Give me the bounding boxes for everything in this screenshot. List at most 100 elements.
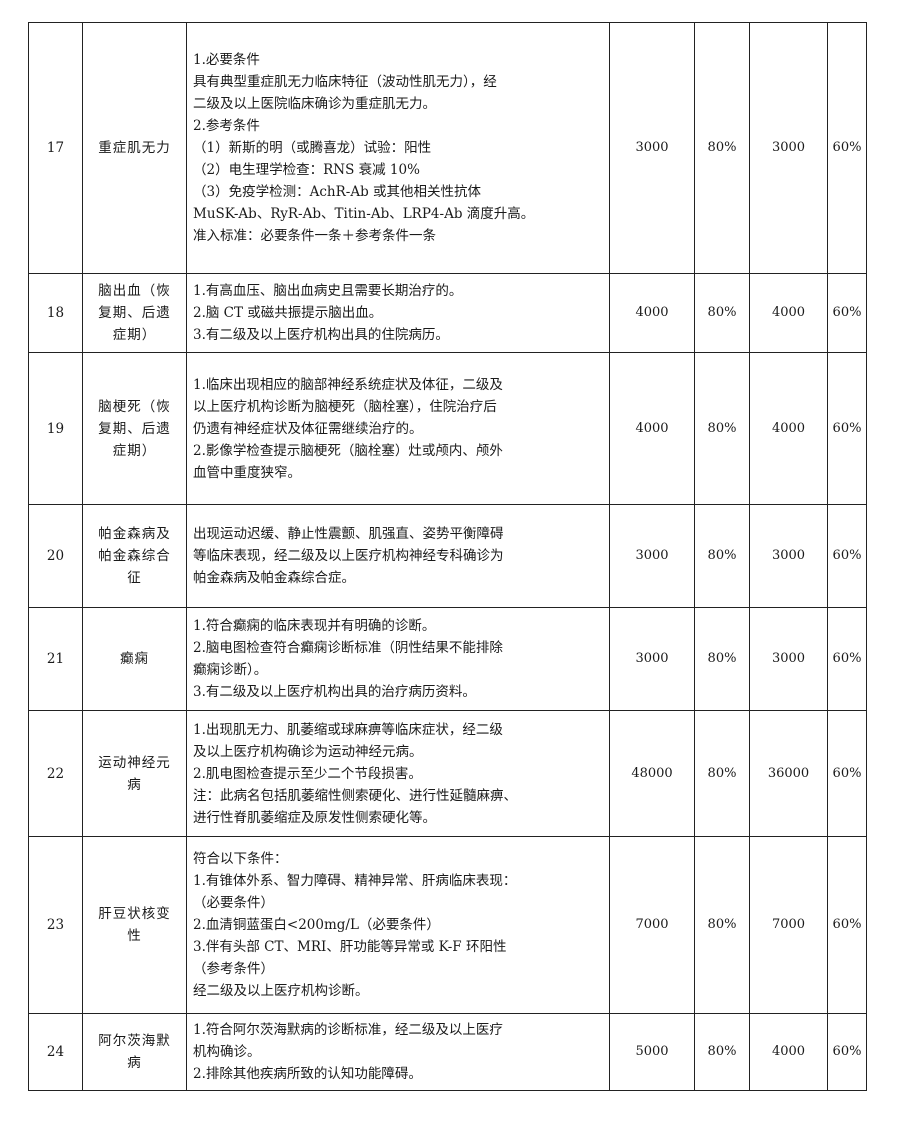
amount: 4000	[609, 352, 695, 505]
ratio-2: 60%	[827, 710, 867, 837]
ratio: 80%	[694, 504, 750, 608]
disease-name: 脑出血（恢 复期、后遗 症期）	[82, 273, 187, 353]
ratio-2: 60%	[827, 836, 867, 1014]
disease-name: 脑梗死（恢 复期、后遗 症期）	[82, 352, 187, 505]
disease-name-line: 脑梗死（恢	[98, 398, 171, 415]
criteria-line: 3.有二级及以上医疗机构出具的住院病历。	[193, 327, 449, 343]
criteria-line: 仍遗有神经症状及体征需继续治疗的。	[193, 420, 423, 437]
ratio: 80%	[694, 710, 750, 837]
diagnostic-criteria: 出现运动迟缓、静止性震颤、肌强直、姿势平衡障碍 等临床表现，经二级及以上医疗机构神…	[186, 504, 610, 608]
amount: 3000	[609, 607, 695, 711]
diagnostic-criteria: 1.必要条件 具有典型重症肌无力临床特征（波动性肌无力），经 二级及以上医院临床确诊…	[186, 22, 610, 274]
disease-name-line: 癫痫	[120, 651, 149, 667]
amount-2: 3000	[749, 504, 828, 608]
criteria-line: 1.有锥体外系、智力障碍、精神异常、肝病临床表现：	[193, 873, 517, 889]
ratio: 80%	[694, 1013, 750, 1091]
disease-name-line: 病	[127, 776, 142, 793]
criteria-line: 机构确诊。	[193, 1044, 261, 1060]
disease-criteria-table: 17 重症肌无力 1.必要条件 具有典型重症肌无力临床特征（波动性肌无力），经 二级及以…	[28, 22, 867, 1091]
criteria-line: 具有典型重症肌无力临床特征（波动性肌无力），经	[193, 74, 497, 90]
disease-name-line: 肝豆状核变	[98, 906, 171, 922]
amount-2: 7000	[749, 836, 828, 1014]
criteria-line: 癫痫诊断）。	[193, 662, 268, 678]
criteria-line: MuSK-Ab、RyR-Ab、Titin-Ab、LRP4-Ab 滴度升高。	[193, 206, 535, 222]
criteria-line: 1.符合阿尔茨海默病的诊断标准，经二级及以上医疗	[193, 1022, 503, 1038]
ratio-2: 60%	[827, 1013, 867, 1091]
disease-name: 帕金森病及帕金森综合征	[82, 504, 187, 608]
ratio-2: 60%	[827, 504, 867, 608]
amount: 48000	[609, 710, 695, 837]
criteria-line: 3.有二级及以上医疗机构出具的治疗病历资料。	[193, 684, 476, 700]
diagnostic-criteria: 1.有高血压、脑出血病史且需要长期治疗的。 2.脑 CT 或磁共振提示脑出血。 3.…	[186, 273, 610, 353]
criteria-line: （参考条件）	[193, 961, 274, 977]
table-row: 18 脑出血（恢 复期、后遗 症期） 1.有高血压、脑出血病史且需要长期治疗的。 2.脑 …	[28, 273, 867, 353]
disease-name: 癫痫	[82, 607, 187, 711]
criteria-line: 1.临床出现相应的脑部神经系统症状及体征，二级及	[193, 376, 503, 393]
criteria-line: 1.出现肌无力、肌萎缩或球麻痹等临床症状，经二级	[193, 721, 503, 738]
criteria-line: 1.有高血压、脑出血病史且需要长期治疗的。	[193, 283, 463, 299]
criteria-line: （1）新斯的明（或腾喜龙）试验：阳性	[193, 140, 432, 156]
row-number: 18	[28, 273, 83, 353]
criteria-line: 血管中重度狭窄。	[193, 464, 301, 481]
amount-2: 4000	[749, 273, 828, 353]
criteria-line: 2.肌电图检查提示至少二个节段损害。	[193, 765, 422, 782]
amount-2: 4000	[749, 1013, 828, 1091]
amount: 3000	[609, 22, 695, 274]
amount-2: 3000	[749, 607, 828, 711]
amount: 7000	[609, 836, 695, 1014]
criteria-line: 及以上医疗机构确诊为运动神经元病。	[193, 743, 423, 760]
criteria-line: 经二级及以上医疗机构诊断。	[193, 983, 369, 999]
disease-name-line: 复期、后遗	[98, 420, 171, 437]
criteria-line: 2.血清铜蓝蛋白<200mg/L（必要条件）	[193, 917, 440, 933]
diagnostic-criteria: 1.出现肌无力、肌萎缩或球麻痹等临床症状，经二级 及以上医疗机构确诊为运动神经元病…	[186, 710, 610, 837]
diagnostic-criteria: 符合以下条件： 1.有锥体外系、智力障碍、精神异常、肝病临床表现： （必要条件） 2.…	[186, 836, 610, 1014]
ratio: 80%	[694, 22, 750, 274]
disease-name-line: 脑出血（恢	[98, 283, 171, 299]
row-number: 17	[28, 22, 83, 274]
ratio: 80%	[694, 836, 750, 1014]
table-body: 17 重症肌无力 1.必要条件 具有典型重症肌无力临床特征（波动性肌无力），经 二级及以…	[28, 22, 867, 1091]
table-row: 23 肝豆状核变性符合以下条件： 1.有锥体外系、智力障碍、精神异常、肝病临床表现：…	[28, 836, 867, 1014]
ratio: 80%	[694, 607, 750, 711]
diagnostic-criteria: 1.符合癫痫的临床表现并有明确的诊断。 2.脑电图检查符合癫痫诊断标准（阴性结果不…	[186, 607, 610, 711]
criteria-line: 1.符合癫痫的临床表现并有明确的诊断。	[193, 618, 436, 634]
disease-name-line: 征	[127, 570, 142, 586]
ratio: 80%	[694, 273, 750, 353]
row-number: 22	[28, 710, 83, 837]
criteria-line: 等临床表现，经二级及以上医疗机构神经专科确诊为	[193, 548, 504, 564]
row-number: 24	[28, 1013, 83, 1091]
criteria-line: 3.伴有头部 CT、MRI、肝功能等异常或 K-F 环阳性	[193, 939, 507, 955]
row-number: 23	[28, 836, 83, 1014]
criteria-line: 以上医疗机构诊断为脑梗死（脑栓塞），住院治疗后	[193, 398, 497, 415]
amount: 3000	[609, 504, 695, 608]
disease-name-line: 症期）	[112, 327, 157, 343]
table-row: 19 脑梗死（恢 复期、后遗 症期） 1.临床出现相应的脑部神经系统症状及体征，二级及以…	[28, 352, 867, 505]
table-row: 17 重症肌无力 1.必要条件 具有典型重症肌无力临床特征（波动性肌无力），经 二级及以…	[28, 22, 867, 274]
criteria-line: 2.脑电图检查符合癫痫诊断标准（阴性结果不能排除	[193, 640, 503, 656]
row-number: 21	[28, 607, 83, 711]
diagnostic-criteria: 1.临床出现相应的脑部神经系统症状及体征，二级及 以上医疗机构诊断为脑梗死（脑栓塞…	[186, 352, 610, 505]
criteria-line: 帕金森病及帕金森综合症。	[193, 570, 355, 586]
criteria-line: 2.参考条件	[193, 118, 260, 134]
table-row: 20 帕金森病及 帕金森综合征出现运动迟缓、静止性震颤、肌强直、姿势平衡障碍 等临床表…	[28, 504, 867, 608]
amount: 5000	[609, 1013, 695, 1091]
disease-name: 阿尔茨海默病	[82, 1013, 187, 1091]
criteria-line: （必要条件）	[193, 895, 274, 911]
criteria-line: （2）电生理学检查：RNS 衰减 10%	[193, 162, 420, 178]
disease-name-line: 重症肌无力	[98, 140, 171, 156]
criteria-line: 1.必要条件	[193, 52, 260, 68]
disease-name-line: 帕金森综合	[98, 548, 171, 564]
disease-name: 运动神经元病	[82, 710, 187, 837]
ratio: 80%	[694, 352, 750, 505]
criteria-line: 2.影像学检查提示脑梗死（脑栓塞）灶或颅内、颅外	[193, 442, 503, 459]
criteria-line: 2.脑 CT 或磁共振提示脑出血。	[193, 305, 383, 321]
disease-name: 重症肌无力	[82, 22, 187, 274]
disease-name-line: 病	[127, 1055, 142, 1071]
disease-name-line: 阿尔茨海默	[98, 1033, 171, 1049]
ratio-2: 60%	[827, 352, 867, 505]
disease-name-line: 帕金森病及	[98, 526, 171, 542]
ratio-2: 60%	[827, 22, 867, 274]
amount-2: 4000	[749, 352, 828, 505]
criteria-line: 出现运动迟缓、静止性震颤、肌强直、姿势平衡障碍	[193, 526, 504, 542]
amount: 4000	[609, 273, 695, 353]
